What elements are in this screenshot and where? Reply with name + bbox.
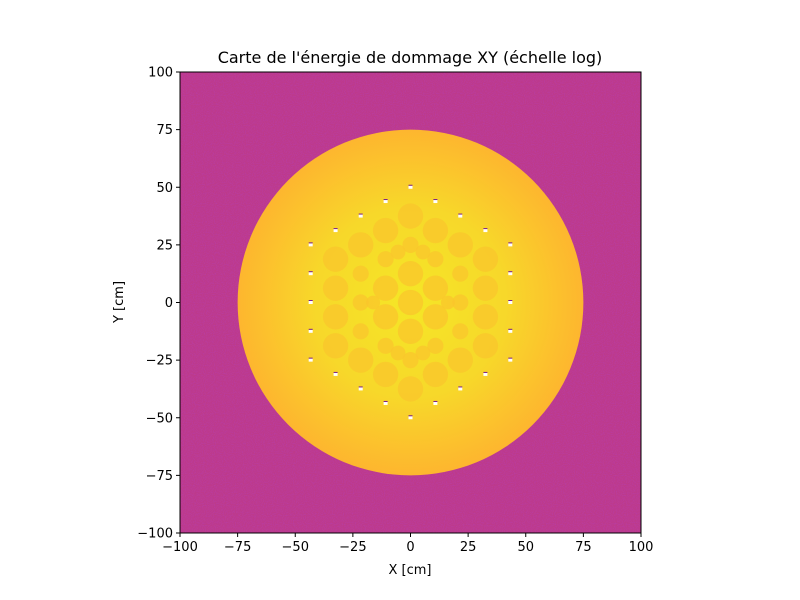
fuel-cell: [397, 261, 424, 287]
fuel-cell: [447, 232, 473, 258]
fuel-cell: [415, 345, 431, 361]
hole-marker: [458, 386, 463, 391]
fuel-cell: [348, 347, 374, 373]
hole-marker: [308, 328, 313, 333]
fuel-cell: [402, 352, 419, 369]
hole-marker: [483, 371, 488, 376]
x-tick-label: 50: [517, 540, 534, 555]
fuel-cell: [352, 294, 369, 311]
y-tick-label: −100: [137, 527, 173, 542]
fuel-cell: [372, 217, 399, 244]
fuel-cell: [402, 236, 419, 253]
hole-marker: [333, 228, 338, 233]
x-tick-label: −50: [282, 540, 309, 555]
x-tick-label: −25: [339, 540, 366, 555]
hole-marker: [358, 386, 363, 391]
fuel-cell: [472, 304, 499, 330]
fuel-cell: [422, 304, 449, 330]
fuel-cell: [422, 275, 449, 301]
hole-marker: [333, 371, 338, 376]
hole-marker: [483, 228, 488, 233]
hole-marker: [433, 400, 438, 405]
fuel-cell: [366, 295, 381, 310]
x-tick-label: 25: [460, 540, 477, 555]
y-tick-label: −25: [146, 354, 173, 369]
hole-marker: [508, 300, 513, 304]
fuel-cell: [422, 217, 449, 244]
hole-marker: [358, 213, 363, 218]
x-tick-label: 0: [406, 540, 414, 555]
hole-marker: [308, 300, 313, 304]
hole-marker: [383, 400, 388, 405]
y-axis-label: Y [cm]: [112, 281, 127, 324]
x-tick-label: −100: [162, 540, 198, 555]
hole-marker: [308, 357, 313, 362]
x-tick-label: 100: [629, 540, 654, 555]
fuel-cell: [390, 345, 406, 361]
y-tick-label: −75: [146, 469, 173, 484]
y-tick-label: 50: [156, 181, 173, 196]
fuel-cell: [452, 265, 469, 282]
y-tick-label: 75: [156, 123, 173, 138]
fuel-cell: [348, 232, 374, 258]
fuel-cell: [452, 294, 469, 311]
fuel-cell: [372, 275, 399, 301]
fuel-cell: [440, 295, 455, 310]
fuel-cell: [397, 376, 424, 402]
fuel-cell: [397, 203, 424, 229]
y-axis-ticks: −100 −75 −50 −25 0 25 50 75 100: [137, 66, 180, 542]
fuel-cell: [377, 251, 394, 268]
fuel-cell: [372, 361, 399, 388]
y-tick-label: 25: [156, 238, 173, 253]
x-tick-label: 75: [575, 540, 592, 555]
fuel-cell: [377, 337, 394, 354]
chart-title: Carte de l'énergie de dommage XY (échell…: [218, 48, 603, 67]
x-tick-label: −75: [224, 540, 251, 555]
plot-area: [180, 72, 641, 533]
fuel-cell: [390, 244, 406, 260]
fuel-cell: [322, 304, 349, 330]
hole-marker: [508, 242, 513, 247]
fuel-cell: [422, 361, 449, 388]
hole-marker: [408, 184, 413, 189]
hole-marker: [408, 415, 413, 420]
y-tick-label: −50: [146, 411, 173, 426]
fuel-cell: [352, 323, 369, 340]
fuel-cell: [322, 333, 349, 359]
fuel-cell: [427, 251, 444, 268]
hole-marker: [433, 199, 438, 204]
fuel-cell: [322, 275, 349, 301]
hole-marker: [308, 271, 313, 276]
fuel-cell: [415, 244, 431, 260]
hole-marker: [383, 199, 388, 204]
hole-marker: [308, 242, 313, 247]
fuel-cell: [427, 337, 444, 354]
y-tick-label: 100: [148, 66, 173, 81]
fuel-cell: [472, 246, 499, 272]
fuel-cell: [447, 347, 473, 373]
fuel-cell: [322, 246, 349, 272]
x-axis-ticks: −100 −75 −50 −25 0 25 50 75 100: [162, 533, 653, 555]
fuel-cell: [372, 304, 399, 330]
x-axis-label: X [cm]: [389, 563, 432, 578]
fuel-cell: [452, 323, 469, 340]
hole-marker: [458, 213, 463, 218]
y-tick-label: 0: [165, 296, 173, 311]
fuel-cell: [472, 275, 499, 301]
hole-marker: [508, 357, 513, 362]
hole-marker: [508, 328, 513, 333]
fuel-cell: [397, 289, 424, 316]
fuel-cell: [472, 333, 499, 359]
fuel-cell: [397, 318, 424, 344]
hole-marker: [508, 271, 513, 276]
fuel-cell: [352, 265, 369, 282]
